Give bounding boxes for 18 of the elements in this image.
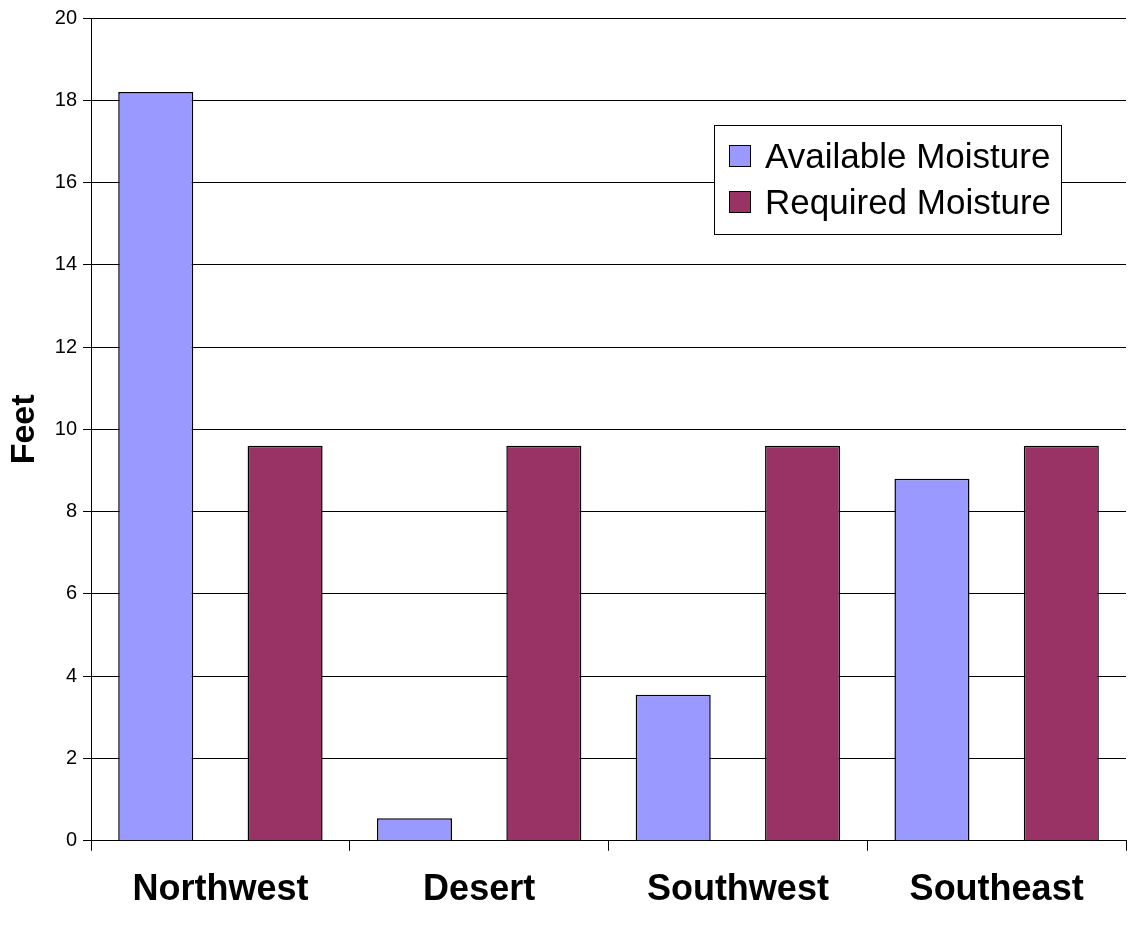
- y-tick-label: 12: [54, 334, 78, 357]
- y-tick-label: 20: [54, 5, 78, 28]
- x-tick-label: Southwest: [646, 867, 829, 909]
- y-tick-label: 4: [65, 663, 78, 686]
- y-axis-title: Feet: [2, 394, 41, 465]
- x-tick-label: Southeast: [909, 867, 1084, 909]
- y-tick-label: 6: [65, 581, 78, 604]
- legend-label: Available Moisture: [765, 136, 1051, 176]
- legend-label: Required Moisture: [765, 182, 1051, 222]
- y-tick-label: 2: [65, 746, 78, 769]
- x-tick-label: Northwest: [132, 867, 309, 909]
- y-tick-label: 16: [54, 170, 78, 193]
- y-tick-label: 8: [65, 499, 78, 522]
- x-tick-label: Desert: [423, 867, 536, 909]
- y-tick-label: 0: [65, 828, 78, 851]
- y-tick-label: 10: [54, 416, 78, 439]
- y-tick-label: 18: [54, 87, 78, 110]
- y-tick-label: 14: [54, 252, 78, 275]
